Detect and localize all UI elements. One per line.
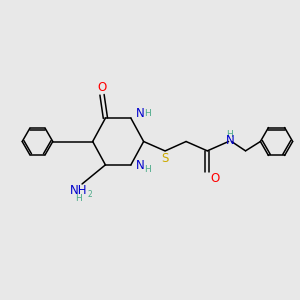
Text: S: S [162,152,169,165]
Text: N: N [226,134,234,147]
Text: O: O [98,81,106,94]
Text: NH: NH [70,184,87,197]
Text: N: N [136,159,145,172]
Text: H: H [145,166,151,175]
Text: H: H [75,194,82,203]
Text: N: N [136,107,145,120]
Text: O: O [210,172,219,185]
Text: 2: 2 [88,190,92,199]
Text: H: H [226,130,233,139]
Text: H: H [145,110,151,118]
